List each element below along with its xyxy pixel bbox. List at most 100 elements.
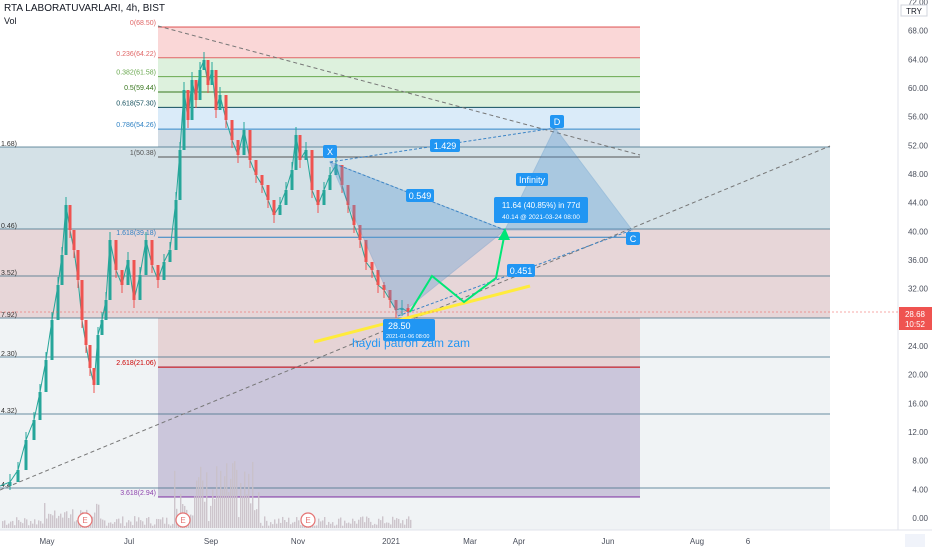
- trend-line-up[interactable]: [0, 145, 831, 491]
- volume-bar: [216, 466, 218, 528]
- candle-body: [156, 265, 160, 280]
- volume-bar: [60, 513, 62, 528]
- chart-settings-icon[interactable]: [905, 534, 925, 547]
- volume-bar: [64, 512, 66, 528]
- volume-bar: [346, 523, 348, 528]
- candle-body: [230, 120, 234, 140]
- horizontal-levels: 1.68) 0.46) 3.52) 7.92) 2.30) 4.32) 4.4: [0, 26, 830, 498]
- earnings-marker-label: E: [82, 516, 87, 525]
- volume-bar: [194, 496, 196, 528]
- volume-bar: [398, 518, 400, 528]
- annotation-text[interactable]: haydi patron zam zam: [352, 336, 470, 350]
- point-c-marker[interactable]: C: [626, 232, 640, 245]
- volume-bar: [116, 519, 118, 528]
- volume-bar: [354, 521, 356, 528]
- time-tick-label: May: [39, 537, 54, 546]
- trend-line-down[interactable]: [157, 25, 641, 156]
- low-price-tooltip[interactable]: 28.50 2021-01-06 08:00: [383, 319, 435, 341]
- volume-bar: [162, 517, 164, 528]
- volume-bar: [76, 520, 78, 528]
- volume-bar: [54, 510, 56, 528]
- pattern-x-d: [329, 127, 556, 163]
- volume-bar: [118, 518, 120, 528]
- volume-bar: [234, 461, 236, 528]
- candle-body: [298, 135, 302, 160]
- point-d-marker[interactable]: D: [550, 115, 564, 128]
- volume-bar: [52, 515, 54, 528]
- earnings-marker-label: E: [305, 516, 310, 525]
- horizontal-level-label: 3.52): [1, 270, 17, 277]
- volume-bar: [92, 516, 94, 528]
- support-line[interactable]: [313, 284, 531, 344]
- candle-body: [406, 308, 410, 312]
- volume-bar: [122, 516, 124, 528]
- volume-bar: [366, 516, 368, 528]
- volume-bar: [158, 519, 160, 528]
- volume-bar: [56, 518, 58, 528]
- volume-bar: [342, 525, 344, 528]
- volume-bar: [320, 521, 322, 528]
- volume-bar: [264, 516, 266, 528]
- volume-bar: [198, 477, 200, 528]
- earnings-marker[interactable]: [300, 512, 316, 528]
- price-tick-label: 8.00: [912, 457, 928, 466]
- volume-bar: [348, 522, 350, 528]
- pattern-x-b: [329, 161, 506, 231]
- price-tick-label: 0.00: [912, 514, 928, 523]
- volume-bar: [256, 509, 258, 528]
- projection-tooltip[interactable]: 11.64 (40.85%) in 77d 40.14 @ 2021-03-24…: [494, 197, 588, 223]
- volume-bar: [202, 480, 204, 528]
- candle-body: [114, 240, 118, 270]
- currency-badge: TRY: [900, 4, 928, 17]
- candle-body: [96, 335, 100, 385]
- price-tick-label: 36.00: [908, 256, 929, 265]
- volume-bar: [98, 504, 100, 528]
- volume-bar: [372, 525, 374, 528]
- price-tick-label: 44.00: [908, 199, 929, 208]
- candle-body: [68, 205, 72, 230]
- volume-bar: [8, 523, 10, 528]
- volume-bar: [196, 480, 198, 528]
- ratio-xb-label: 0.549: [409, 191, 432, 201]
- volume-bar: [124, 525, 126, 528]
- candle-body: [50, 320, 54, 360]
- candle-body: [120, 270, 124, 285]
- volume-bar: [12, 520, 14, 528]
- volume-bar: [406, 518, 408, 528]
- volume-bar: [152, 525, 154, 528]
- ratio-ac-label: 0.451: [510, 266, 533, 276]
- time-tick-label: Mar: [463, 537, 477, 546]
- volume-bar: [160, 519, 162, 528]
- fib-level-label: 0.618(57.30): [116, 100, 156, 107]
- candle-body: [104, 300, 108, 320]
- volume-bar: [322, 520, 324, 528]
- low-price-value: 28.50: [388, 321, 411, 331]
- volume-bar: [370, 521, 372, 528]
- ratio-ac: 0.451: [507, 264, 535, 277]
- earnings-marker[interactable]: [77, 512, 93, 528]
- volume-bar: [408, 516, 410, 528]
- last-price-badge[interactable]: 28.68 10:52: [899, 307, 932, 330]
- ratio-xd: 1.429: [430, 139, 460, 152]
- volume-bar: [380, 520, 382, 528]
- candle-body: [24, 440, 28, 470]
- volume-bar: [28, 525, 30, 528]
- point-x-label: X: [327, 147, 333, 157]
- fib-zone-purple: [158, 366, 640, 498]
- candle-body: [254, 160, 258, 175]
- fib-level-label: 1(50.38): [130, 150, 156, 157]
- volume-bar: [260, 522, 262, 528]
- earnings-marker[interactable]: [175, 512, 191, 528]
- volume-bar: [254, 510, 256, 528]
- volume-bar: [332, 522, 334, 528]
- volume-bar: [172, 523, 174, 528]
- projection-path[interactable]: [409, 231, 506, 313]
- volume-bar: [402, 520, 404, 528]
- volume-bar: [274, 519, 276, 528]
- point-x-marker[interactable]: X: [323, 145, 337, 158]
- volume-bar: [110, 522, 112, 528]
- candle-body: [382, 285, 386, 290]
- candle-body: [370, 262, 374, 270]
